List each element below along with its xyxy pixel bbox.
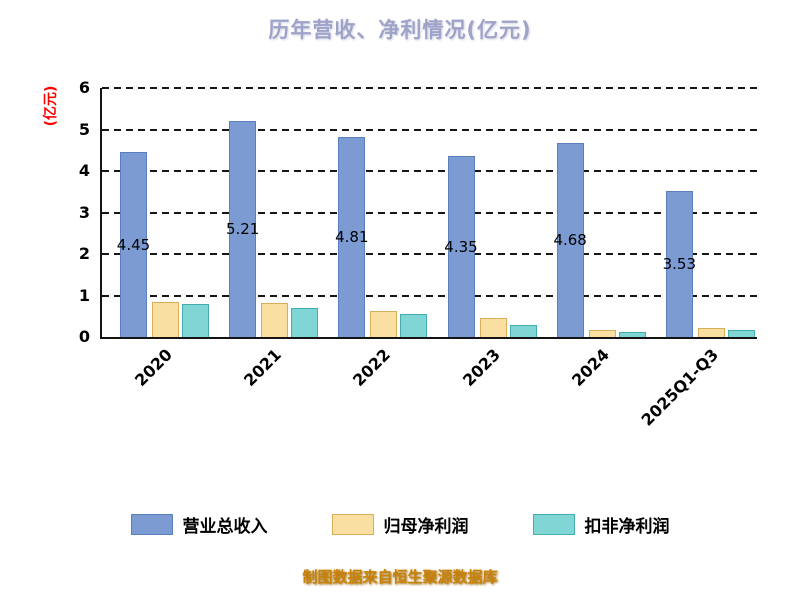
bar-value-label: 4.45 bbox=[116, 235, 151, 254]
y-tick-label: 4 bbox=[78, 161, 90, 180]
bar bbox=[447, 156, 475, 337]
legend-swatch bbox=[532, 514, 575, 535]
legend: 营业总收入 归母净利润 扣非净利润 bbox=[0, 512, 800, 537]
bar-value-label: 4.81 bbox=[335, 228, 369, 247]
legend-label: 营业总收入 bbox=[182, 517, 268, 537]
source-note: 制图数据来自恒生聚源数据库 bbox=[302, 568, 498, 586]
gridline bbox=[102, 253, 757, 255]
legend-item: 营业总收入 bbox=[130, 512, 268, 537]
bar bbox=[152, 301, 179, 337]
legend-item: 扣非净利润 bbox=[532, 512, 670, 537]
y-tick-label: 6 bbox=[78, 78, 90, 97]
bar bbox=[229, 120, 257, 337]
bar bbox=[370, 311, 398, 337]
gridline bbox=[102, 211, 757, 214]
bar bbox=[261, 302, 289, 337]
plot-area: 4.45 5.21 4.81 4.35 4.68 3.53 2020 2021 2022 2023… bbox=[100, 87, 757, 430]
bar-value-label: 4.68 bbox=[553, 230, 587, 249]
gridline bbox=[102, 294, 757, 297]
y-tick-label: 3 bbox=[78, 202, 90, 222]
gridline bbox=[102, 128, 757, 131]
bar bbox=[291, 307, 319, 337]
legend-label: 扣非净利润 bbox=[584, 517, 670, 537]
legend-swatch bbox=[130, 514, 173, 535]
legend-swatch bbox=[331, 514, 374, 535]
bar bbox=[697, 328, 725, 337]
chart-title: 历年营收、净利情况(亿元) bbox=[268, 18, 532, 42]
bar bbox=[479, 317, 507, 337]
x-axis-label: 2025Q1-Q3 bbox=[637, 345, 722, 430]
bar bbox=[120, 152, 147, 337]
y-tick-label: 5 bbox=[78, 119, 90, 139]
bar bbox=[727, 330, 755, 337]
legend-label: 归母净利润 bbox=[383, 517, 469, 537]
y-tick-label: 0 bbox=[78, 327, 90, 346]
x-axis-label: 2022 bbox=[349, 345, 395, 390]
x-axis-label: 2023 bbox=[458, 345, 504, 390]
y-tick-label: 2 bbox=[78, 244, 90, 263]
bar bbox=[665, 190, 693, 337]
bar-value-label: 4.35 bbox=[444, 237, 478, 256]
x-axis-label: 2021 bbox=[240, 345, 286, 390]
bar bbox=[400, 314, 428, 337]
gridline bbox=[102, 170, 757, 172]
bar bbox=[588, 330, 616, 337]
bar-value-label: 5.21 bbox=[225, 219, 260, 238]
x-axis-label: 2020 bbox=[131, 345, 177, 390]
x-axis-label: 2024 bbox=[567, 345, 613, 390]
legend-item: 归母净利润 bbox=[331, 512, 469, 537]
gridline bbox=[102, 87, 757, 89]
bar bbox=[182, 304, 209, 337]
bar bbox=[618, 331, 646, 337]
bar-value-label: 3.53 bbox=[662, 254, 697, 273]
y-tick-label: 1 bbox=[78, 285, 90, 305]
bar bbox=[509, 324, 537, 337]
bar bbox=[338, 137, 366, 337]
bar bbox=[556, 142, 584, 337]
